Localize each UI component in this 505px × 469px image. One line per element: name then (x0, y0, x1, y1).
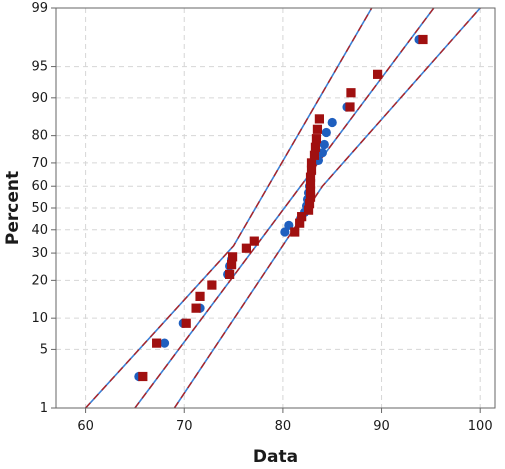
square-point (138, 371, 148, 382)
circle-point (280, 227, 290, 237)
y-tick-label: 50 (31, 201, 48, 216)
square-point (304, 199, 315, 209)
circle-point (327, 117, 337, 128)
square-point (225, 269, 235, 279)
square-point (305, 186, 316, 196)
fit-line (134, 8, 435, 408)
square-point (310, 142, 321, 152)
square-point (345, 102, 355, 112)
square-point (195, 291, 205, 301)
y-tick-label: 1 (40, 401, 48, 416)
square-point (249, 236, 259, 246)
x-tick-label: 100 (468, 419, 493, 434)
y-tick-label: 10 (31, 311, 48, 326)
square-point (181, 318, 191, 328)
y-tick-label: 99 (31, 1, 48, 16)
square-point (297, 212, 307, 222)
y-tick-label: 5 (40, 342, 48, 357)
y-tick-label: 80 (31, 129, 48, 144)
x-tick-label: 60 (77, 419, 94, 434)
square-point (295, 218, 305, 228)
lower-band-line-dash (85, 8, 373, 408)
tick-layer: 60 70 80 90 100 1 5 10 20 30 40 50 60 70 80 90 95 99 (31, 1, 492, 434)
square-point (207, 280, 217, 290)
square-point (303, 205, 314, 215)
square-point (191, 303, 201, 313)
x-axis-title: Data (253, 447, 298, 467)
square-point (314, 114, 324, 124)
circle-point (317, 148, 327, 158)
fit-lines-layer (85, 8, 481, 408)
x-tick-label: 80 (275, 419, 292, 434)
upper-band-line-dash (173, 8, 481, 408)
square-point (227, 252, 238, 262)
grid-layer (56, 7, 495, 409)
square-point (290, 227, 300, 237)
square-point (305, 192, 316, 202)
square-point (305, 179, 316, 189)
square-point (373, 69, 383, 79)
square-point (309, 150, 320, 160)
square-point (152, 338, 162, 348)
points-layer (134, 34, 428, 382)
square-point (306, 165, 317, 175)
y-tick-label: 40 (31, 223, 48, 238)
y-tick-label: 30 (31, 246, 48, 261)
square-point (311, 134, 322, 144)
square-point (312, 124, 323, 134)
y-tick-label: 90 (31, 91, 48, 106)
x-tick-label: 90 (373, 419, 390, 434)
circle-point (321, 127, 331, 138)
y-tick-label: 60 (31, 179, 48, 194)
y-tick-label: 70 (31, 156, 48, 171)
square-point (305, 172, 316, 182)
square-point (241, 243, 251, 253)
square-point (418, 34, 428, 45)
square-point (306, 158, 317, 168)
y-tick-label: 95 (31, 60, 48, 75)
circle-point (319, 139, 329, 150)
y-axis-title: Percent (3, 171, 23, 245)
circle-point (159, 338, 170, 348)
square-point (227, 260, 237, 270)
x-tick-label: 70 (176, 419, 193, 434)
square-point (346, 88, 356, 98)
y-tick-label: 20 (31, 273, 48, 288)
